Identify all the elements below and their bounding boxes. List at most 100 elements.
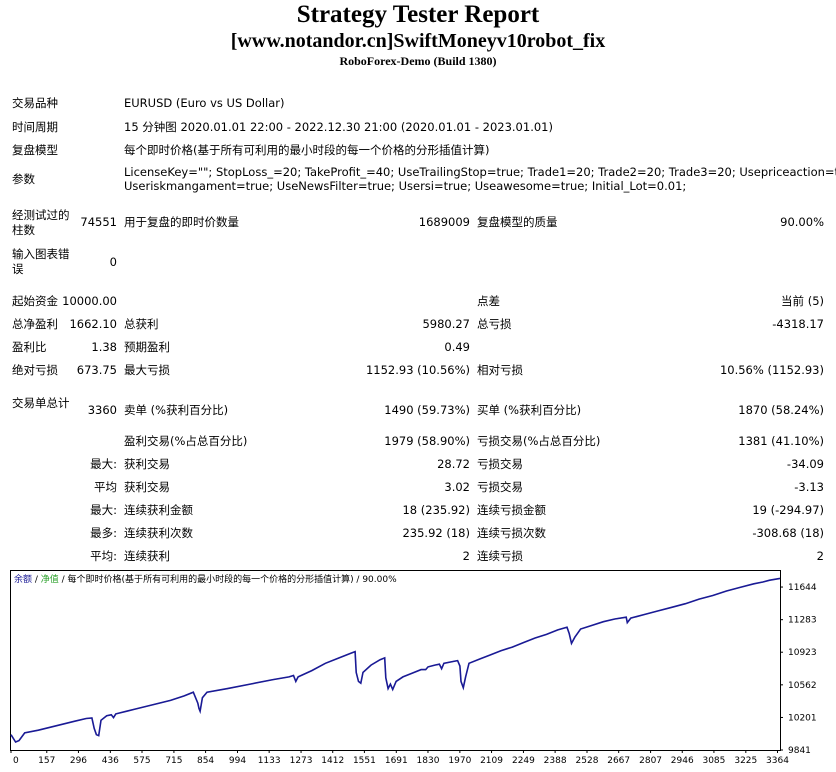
largest-label: 最大: (90, 457, 117, 471)
report-build: RoboForex-Demo (Build 1380) (339, 54, 497, 68)
rel-drawdown-value: 10.56% (1152.93) (719, 363, 824, 377)
largest-loss-label: 亏损交易 (477, 457, 523, 471)
params-label: 参数 (12, 172, 35, 186)
largest-loss-value: -34.09 (786, 457, 824, 471)
errors-value: 0 (109, 255, 117, 269)
legend-description: / 每个即时价格(基于所有可利用的最小时段的每一个价格的分形插值计算) / 90… (59, 573, 397, 585)
params-line-1: LicenseKey=""; StopLoss_=20; TakeProfit_… (124, 165, 836, 179)
x-tick-label: 0 (13, 756, 19, 766)
balance-chart: 余额 / 净值 / 每个即时价格(基于所有可利用的最小时段的每一个价格的分形插值… (10, 570, 828, 766)
x-tick-label: 2946 (671, 756, 694, 766)
x-tick-label: 1691 (385, 756, 408, 766)
profit-trades-value: 1979 (58.90%) (384, 434, 470, 448)
abs-drawdown-label: 绝对亏损 (12, 363, 58, 377)
loss-trades-label: 亏损交易(%占总百分比) (477, 434, 601, 448)
average-label: 平均 (94, 480, 117, 494)
x-tick-label: 296 (70, 756, 87, 766)
ticks-value: 1689009 (418, 215, 470, 229)
report-subtitle: [www.notandor.cn]SwiftMoneyv10robot_fix (230, 30, 606, 52)
spread-label: 点差 (477, 294, 500, 308)
max-consec-label: 最大: (90, 503, 117, 517)
deposit-label: 起始资金 (12, 294, 58, 308)
x-axis: 0 157 296 436 575 715 854 994 1133 1273 1412 1551 16… (10, 750, 789, 766)
symbol-value: EURUSD (Euro vs US Dollar) (124, 96, 285, 110)
max-drawdown-value: 1152.93 (10.56%) (365, 363, 470, 377)
max-drawdown-label: 最大亏损 (124, 363, 170, 377)
plot-frame (10, 570, 781, 751)
short-trades-value: 1490 (59.73%) (384, 403, 470, 417)
x-tick-label: 1412 (321, 756, 344, 766)
spread-value: 当前 (5) (781, 294, 824, 308)
period-label: 时间周期 (12, 120, 58, 134)
avg-consec-win-value: 2 (462, 549, 470, 563)
y-tick-label: 11644 (788, 583, 817, 593)
x-tick-label: 436 (102, 756, 119, 766)
bars-value: 74551 (80, 215, 117, 229)
x-tick-label: 3085 (702, 756, 725, 766)
loss-trades-value: 1381 (41.10%) (738, 434, 824, 448)
y-tick-label: 10562 (788, 681, 817, 691)
legend-separator: / (32, 575, 41, 585)
x-tick-label: 1830 (417, 756, 440, 766)
most-consec-loss-label: 连续亏损次数 (477, 526, 546, 540)
errors-label: 输入图表错误 (12, 247, 70, 276)
x-tick-label: 157 (38, 756, 55, 766)
payoff-label: 预期盈利 (124, 340, 170, 354)
x-tick-label: 994 (229, 756, 246, 766)
abs-drawdown-value: 673.75 (76, 363, 117, 377)
long-trades-value: 1870 (58.24%) (738, 403, 824, 417)
balance-chart-svg: 余额 / 净值 / 每个即时价格(基于所有可利用的最小时段的每一个价格的分形插值… (10, 570, 817, 766)
x-tick-label: 1133 (258, 756, 281, 766)
y-axis: 11644 11283 10923 10562 10201 9841 (780, 583, 817, 756)
params-line-2: Useriskmangament=true; UseNewsFilter=tru… (124, 179, 687, 193)
avg-consec-label: 平均: (90, 549, 117, 563)
x-tick-label: 3364 (766, 756, 789, 766)
max-consec-loss-value: 19 (-294.97) (752, 503, 824, 517)
y-tick-label: 9841 (788, 746, 811, 756)
profit-factor-value: 1.38 (91, 340, 117, 354)
largest-win-value: 28.72 (437, 457, 470, 471)
legend-equity: 净值 (41, 573, 59, 585)
net-profit-value: 1662.10 (69, 317, 117, 331)
net-profit-label: 总净盈利 (12, 317, 58, 331)
x-tick-label: 1273 (290, 756, 313, 766)
deposit-value: 10000.00 (62, 294, 117, 308)
x-tick-label: 2528 (576, 756, 599, 766)
average-loss-label: 亏损交易 (477, 480, 523, 494)
average-win-value: 3.02 (444, 480, 470, 494)
x-tick-label: 2109 (480, 756, 503, 766)
largest-win-label: 获利交易 (124, 457, 170, 471)
symbol-label: 交易品种 (12, 96, 58, 110)
quality-label: 复盘模型的质量 (477, 215, 558, 229)
short-trades-label: 卖单 (%获利百分比) (124, 403, 229, 417)
gross-profit-label: 总获利 (124, 317, 159, 331)
total-trades-label: 交易单总计 (12, 396, 70, 410)
y-tick-label: 10923 (788, 648, 817, 658)
x-tick-label: 715 (165, 756, 182, 766)
chart-legend: 余额 / 净值 / 每个即时价格(基于所有可利用的最小时段的每一个价格的分形插值… (14, 573, 397, 585)
avg-consec-loss-label: 连续亏损 (477, 549, 523, 563)
payoff-value: 0.49 (444, 340, 470, 354)
x-tick-label: 1970 (448, 756, 471, 766)
report-title: Strategy Tester Report (296, 1, 540, 28)
model-value: 每个即时价格(基于所有可利用的最小时段的每一个价格的分形插值计算) (124, 143, 490, 157)
rel-drawdown-label: 相对亏损 (477, 363, 523, 377)
most-consec-win-value: 235.92 (18) (402, 526, 470, 540)
x-tick-label: 2388 (544, 756, 567, 766)
average-loss-value: -3.13 (794, 480, 824, 494)
x-tick-label: 2249 (512, 756, 535, 766)
quality-value: 90.00% (780, 215, 824, 229)
bars-label: 经测试过的柱数 (12, 208, 70, 237)
profit-trades-label: 盈利交易(%占总百分比) (124, 434, 248, 448)
gross-loss-label: 总亏损 (477, 317, 512, 331)
model-label: 复盘模型 (12, 143, 58, 157)
most-consec-label: 最多: (90, 526, 117, 540)
x-tick-label: 1551 (353, 756, 376, 766)
x-tick-label: 2807 (639, 756, 662, 766)
average-win-label: 获利交易 (124, 480, 170, 494)
avg-consec-loss-value: 2 (816, 549, 824, 563)
max-consec-loss-label: 连续亏损金额 (477, 503, 546, 517)
balance-series-line (10, 577, 781, 743)
total-trades-value: 3360 (87, 403, 117, 417)
ticks-label: 用于复盘的即时价数量 (124, 215, 239, 229)
